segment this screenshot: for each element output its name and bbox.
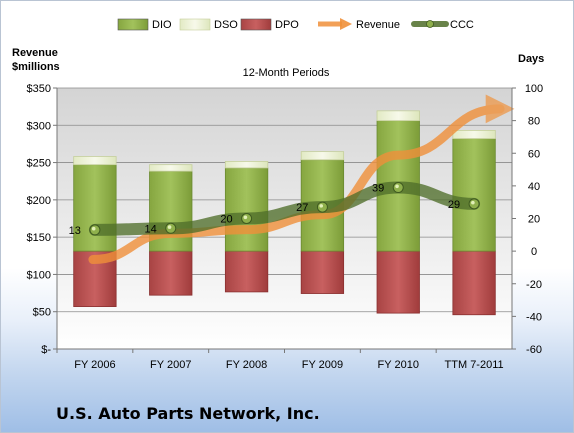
ccc-point-highlight: [395, 184, 399, 189]
right-tick-label: -60: [526, 344, 542, 356]
legend-swatch-dso: [179, 18, 211, 31]
dpo-bar: [224, 250, 269, 293]
chart-legend: DIO DSO DPO Revenue CCC: [117, 18, 474, 31]
dso-bar: [73, 156, 117, 166]
left-tick-label: $50: [33, 307, 51, 319]
left-tick-label: $350: [27, 83, 51, 95]
category-label: FY 2009: [302, 359, 343, 371]
ccc-point-highlight: [243, 215, 248, 220]
ccc-data-label: 20: [220, 214, 232, 226]
legend-marker-ccc: [426, 20, 434, 28]
ccc-data-label: 27: [296, 202, 308, 214]
left-axis-title-line1: Revenue: [12, 47, 58, 59]
right-axis-title: Days: [518, 53, 544, 65]
dio-bar: [452, 138, 496, 252]
legend-swatch-dpo: [240, 18, 272, 31]
bars-group: [73, 110, 496, 316]
dso-bar: [452, 130, 496, 139]
left-tick-label: $150: [27, 232, 51, 244]
legend-label-revenue: Revenue: [356, 19, 400, 31]
legend-label-dio: DIO: [152, 19, 172, 31]
left-tick-label: $-: [41, 344, 51, 356]
category-label: TTM 7-2011: [445, 359, 504, 371]
category-label: FY 2007: [150, 359, 191, 371]
ccc-point-highlight: [167, 225, 172, 229]
dio-bar: [224, 167, 269, 252]
left-tick-label: $100: [27, 269, 51, 281]
left-tick-label: $250: [27, 158, 51, 170]
left-tick-label: $200: [27, 195, 51, 207]
lines-group: 13 14 20 27 39 29: [69, 94, 515, 265]
legend-item-dso: DSO: [179, 18, 238, 31]
dpo-bar: [376, 250, 420, 314]
ccc-data-label: 14: [145, 223, 157, 235]
ccc-data-label: 13: [69, 225, 81, 237]
category-label: FY 2010: [378, 359, 419, 371]
ccc-point-highlight: [91, 226, 96, 231]
dso-bar: [224, 161, 269, 169]
legend-swatch-dio: [117, 18, 149, 31]
right-tick-label: 80: [528, 116, 540, 128]
right-tick-label: -40: [526, 311, 542, 323]
category-label: FY 2008: [226, 359, 267, 371]
dso-bar: [376, 110, 420, 122]
dpo-bar: [149, 250, 193, 296]
right-tick-label: 40: [528, 181, 540, 193]
right-tick-label: 0: [531, 246, 537, 258]
right-tick-label: 20: [528, 214, 540, 226]
legend-item-ccc: CCC: [411, 19, 474, 31]
right-tick-label: -20: [526, 279, 542, 291]
dpo-bar: [300, 250, 345, 294]
category-label: FY 2006: [74, 359, 115, 371]
legend-item-revenue: Revenue: [318, 18, 400, 31]
dso-bar: [300, 151, 345, 161]
right-tick-label: 100: [525, 83, 543, 95]
legend-label-dpo: DPO: [275, 19, 299, 31]
left-axis-title-line2: $millions: [12, 61, 60, 73]
dpo-bar: [452, 250, 496, 316]
ccc-point-highlight: [471, 200, 475, 205]
legend-arrowhead-revenue: [340, 18, 352, 30]
legend-label-dso: DSO: [214, 19, 238, 31]
legend-item-dio: DIO: [117, 18, 172, 31]
ccc-point-highlight: [319, 204, 324, 208]
company-name: U.S. Auto Parts Network, Inc.: [56, 404, 320, 423]
dso-bar: [149, 164, 193, 172]
dio-bar: [73, 164, 117, 252]
ccc-data-label: 29: [448, 199, 460, 211]
axes-group: $- $50 $100 $150 $200 $250 $300 $350 -60 -40 -20 0 2…: [27, 83, 544, 371]
legend-item-dpo: DPO: [240, 18, 299, 31]
chart-title: 12-Month Periods: [243, 67, 330, 79]
right-tick-label: 60: [528, 148, 540, 160]
legend-label-ccc: CCC: [450, 19, 474, 31]
ccc-data-label: 39: [372, 183, 384, 195]
left-tick-label: $300: [27, 120, 51, 132]
